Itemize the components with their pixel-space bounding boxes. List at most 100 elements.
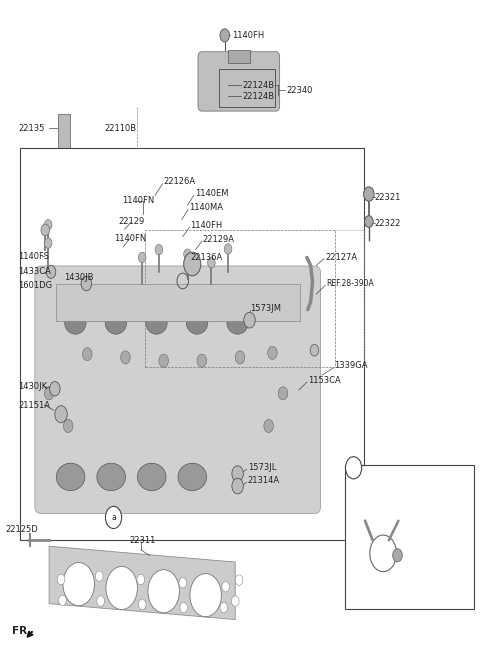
Circle shape: [41, 224, 49, 236]
Circle shape: [106, 506, 121, 529]
Text: 22321: 22321: [374, 193, 401, 202]
Text: 1573JM: 1573JM: [251, 304, 281, 313]
Circle shape: [231, 596, 239, 606]
Text: 1140FN: 1140FN: [121, 196, 154, 205]
Text: REF.28-390A: REF.28-390A: [326, 279, 373, 288]
Text: 22113A: 22113A: [403, 534, 434, 543]
Circle shape: [364, 216, 373, 228]
Circle shape: [120, 351, 130, 364]
Circle shape: [232, 478, 243, 494]
Circle shape: [44, 238, 52, 249]
Text: 22127A: 22127A: [325, 253, 357, 262]
Circle shape: [220, 29, 229, 42]
Text: 22114A: 22114A: [349, 483, 380, 493]
Ellipse shape: [146, 312, 167, 334]
Circle shape: [46, 265, 56, 278]
Text: 1573JL: 1573JL: [248, 462, 276, 472]
Circle shape: [197, 354, 206, 367]
Circle shape: [148, 569, 180, 613]
Circle shape: [222, 581, 229, 592]
Text: 1140FH: 1140FH: [232, 31, 264, 40]
Circle shape: [179, 577, 187, 588]
Bar: [21, 148, 364, 541]
Text: 22135: 22135: [18, 123, 45, 133]
Circle shape: [96, 571, 103, 581]
Text: 22136A: 22136A: [190, 253, 222, 262]
Circle shape: [159, 354, 168, 367]
Circle shape: [57, 574, 65, 584]
Text: 1140FS: 1140FS: [18, 252, 49, 260]
Text: 1153CA: 1153CA: [308, 376, 340, 385]
Ellipse shape: [186, 312, 208, 334]
Circle shape: [264, 419, 274, 432]
Circle shape: [235, 351, 245, 364]
Circle shape: [235, 575, 243, 585]
Text: 1433CA: 1433CA: [18, 268, 51, 276]
Bar: [218, 70, 275, 107]
Circle shape: [310, 344, 319, 356]
Circle shape: [232, 466, 243, 482]
Bar: [144, 230, 336, 367]
Ellipse shape: [56, 463, 85, 491]
Circle shape: [44, 220, 52, 230]
Circle shape: [81, 276, 92, 291]
FancyBboxPatch shape: [198, 52, 280, 111]
Circle shape: [207, 257, 215, 268]
Circle shape: [63, 419, 73, 432]
Text: 22311: 22311: [129, 536, 156, 544]
Bar: [228, 51, 250, 64]
Ellipse shape: [178, 463, 206, 491]
Circle shape: [370, 535, 396, 571]
Circle shape: [138, 599, 146, 609]
Ellipse shape: [97, 463, 125, 491]
Text: 22125D: 22125D: [5, 525, 38, 534]
Text: 22340: 22340: [287, 86, 313, 94]
FancyBboxPatch shape: [35, 266, 321, 514]
Circle shape: [364, 187, 374, 201]
Circle shape: [63, 562, 95, 605]
Circle shape: [97, 596, 105, 606]
Text: 1430JB: 1430JB: [64, 272, 94, 281]
Text: a: a: [351, 463, 356, 472]
Circle shape: [278, 387, 288, 400]
Circle shape: [137, 574, 144, 584]
Ellipse shape: [137, 463, 166, 491]
Circle shape: [268, 346, 277, 359]
Text: 21314A: 21314A: [248, 476, 280, 485]
Text: 22129A: 22129A: [203, 235, 235, 243]
Text: 22112A: 22112A: [362, 581, 393, 590]
Text: 22124B: 22124B: [242, 81, 274, 89]
Text: 1339GA: 1339GA: [335, 361, 368, 371]
Circle shape: [155, 245, 163, 255]
Ellipse shape: [105, 312, 127, 334]
Circle shape: [180, 602, 188, 613]
Text: 22124B: 22124B: [242, 92, 274, 100]
Text: FR.: FR.: [12, 626, 31, 636]
Circle shape: [393, 549, 402, 562]
Text: 1140FH: 1140FH: [191, 221, 223, 230]
Text: 22322: 22322: [374, 219, 401, 228]
Text: 1601DG: 1601DG: [18, 281, 52, 290]
Circle shape: [220, 602, 228, 613]
Bar: [58, 114, 70, 148]
Text: 1140MA: 1140MA: [189, 203, 223, 213]
Circle shape: [106, 566, 137, 609]
Circle shape: [44, 387, 54, 400]
Bar: [345, 465, 474, 609]
Ellipse shape: [227, 312, 248, 334]
Text: 22126A: 22126A: [164, 177, 196, 186]
Polygon shape: [49, 546, 235, 619]
Circle shape: [224, 244, 232, 254]
Circle shape: [55, 405, 67, 422]
Circle shape: [184, 249, 192, 259]
Text: 1140EM: 1140EM: [195, 189, 228, 198]
Text: 21151A: 21151A: [18, 401, 50, 409]
Bar: [56, 283, 300, 321]
Circle shape: [346, 457, 362, 479]
Ellipse shape: [65, 312, 86, 334]
Text: 1430JK: 1430JK: [18, 382, 47, 391]
Circle shape: [49, 382, 60, 396]
Circle shape: [83, 348, 92, 361]
Circle shape: [138, 252, 146, 262]
Circle shape: [244, 312, 255, 328]
